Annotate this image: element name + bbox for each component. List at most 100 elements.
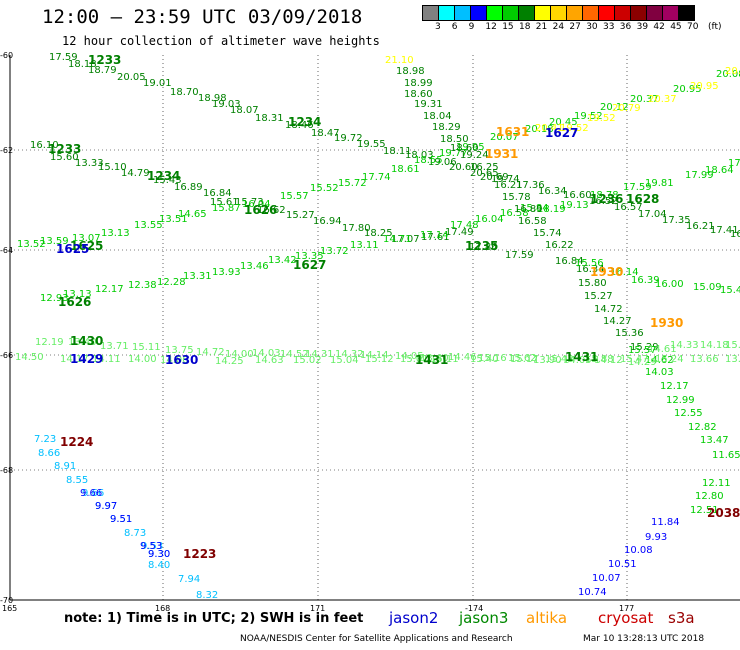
legend-swatch (678, 5, 695, 21)
swh-value: 15.57 (280, 191, 309, 202)
swh-value: 16.21 (686, 221, 715, 232)
swh-value: 16.58 (518, 216, 547, 227)
swh-value: 19.77 (439, 148, 468, 159)
swh-value: 13.66 (690, 354, 719, 365)
legend-swatch (662, 5, 679, 21)
swh-value: 17.59 (49, 52, 78, 63)
legend-unit: (ft) (708, 22, 722, 32)
swh-value: 13.51 (159, 214, 188, 225)
swh-value: 16.94 (313, 216, 342, 227)
swh-value: 13.71 (100, 341, 129, 352)
swh-value: 12.99 (666, 395, 695, 406)
legend-swatch (646, 5, 663, 21)
swh-value: 13.35 (295, 251, 324, 262)
legend-label: 33 (603, 22, 615, 32)
swh-value: 15.52 (310, 183, 339, 194)
swh-value: 15.84 (520, 203, 549, 214)
pass-time-label: 1233 (48, 142, 81, 156)
swh-value: 14.18 (700, 340, 729, 351)
swh-value: 17.59 (623, 182, 652, 193)
swh-value: 15.27 (286, 210, 315, 221)
swh-value: 18.46 (285, 120, 314, 131)
legend-label: 30 (586, 22, 598, 32)
swh-value: 15.56 (575, 258, 604, 269)
lat-label: -68 (0, 466, 13, 475)
swh-value: 14.62 (645, 355, 674, 366)
swh-value: 9.66 (82, 488, 104, 499)
pass-time-label: 1223 (183, 547, 216, 561)
swh-value: 14.61 (648, 344, 677, 355)
swh-value: 20.08 (716, 69, 740, 80)
legend-label: 42 (653, 22, 665, 32)
swh-value: 13.13 (63, 289, 92, 300)
swh-value: 9.30 (148, 549, 170, 560)
swh-value: 12.19 (35, 337, 64, 348)
swh-value: 15.04 (330, 355, 359, 366)
swh-value: 14.72 (594, 304, 623, 315)
legend-swatch (502, 5, 519, 21)
swh-value: 11.84 (651, 517, 680, 528)
pass-time-label: 1429 (70, 352, 103, 366)
swh-value: 14.14 (360, 350, 389, 361)
swh-value: 16.1 (730, 229, 740, 240)
swh-value: 10.74 (578, 587, 607, 598)
pass-time-label: 1234 (147, 169, 180, 183)
legend-swatch (598, 5, 615, 21)
swh-value: 16.22 (545, 240, 574, 251)
swh-value: 15.80 (578, 278, 607, 289)
swh-value: 13.52 (17, 239, 46, 250)
legend-label: 70 (687, 22, 699, 32)
legend-swatch (438, 5, 455, 21)
swh-value: 15.48 (720, 285, 740, 296)
swh-value: 18.31 (255, 113, 284, 124)
swh-value: 14.63 (255, 355, 284, 366)
swh-value: 15.11 (430, 354, 459, 365)
legend-label: 27 (569, 22, 581, 32)
swh-value: 13.93 (212, 267, 241, 278)
color-legend (422, 5, 695, 21)
swh-value: 17.14 (420, 230, 449, 241)
pass-time-label: 1431 (415, 353, 448, 367)
swh-value: 19.03 (212, 99, 241, 110)
legend-label: 6 (451, 22, 458, 32)
swh-value: 18.55 (414, 155, 443, 166)
mission-jason3: jason3 (459, 609, 509, 627)
swh-value: 14.05 (563, 355, 592, 366)
swh-value: 18.79 (88, 65, 117, 76)
swh-value: 20.60 (449, 162, 478, 173)
pass-time-label: 1430 (70, 334, 103, 348)
swh-value: 12.17 (660, 381, 689, 392)
legend-label: 21 (535, 22, 548, 32)
swh-value: 16.04 (475, 214, 504, 225)
pass-time-label: 1627 (545, 126, 578, 140)
swh-value: 14.71 (383, 234, 412, 245)
swh-value: 9.97 (95, 501, 117, 512)
swh-value: 20.45 (549, 117, 578, 128)
legend-label: 24 (552, 22, 565, 32)
swh-value: 16.62 (257, 205, 286, 216)
swh-value: 13.72 (320, 246, 349, 257)
swh-value: 15.27 (584, 291, 613, 302)
swh-value: 13.42 (268, 255, 297, 266)
swh-value: 9.51 (110, 514, 132, 525)
swh-value: 16.04 (242, 199, 271, 210)
lat-label: -60 (0, 51, 13, 60)
lon-label: 168 (155, 604, 170, 613)
swh-value: 15.61 (210, 197, 239, 208)
legend-swatch (630, 5, 647, 21)
lon-label: -174 (465, 604, 483, 613)
swh-value: 9.53 (140, 541, 162, 552)
swh-value: 14.00 (225, 349, 254, 360)
swh-value: 13.47 (700, 435, 729, 446)
swh-value: 20.12 (600, 102, 629, 113)
swh-value: 17.04 (638, 209, 667, 220)
swh-value: 9.97 (95, 501, 117, 512)
swh-value: 17.99 (685, 170, 714, 181)
timestamp-footer: Mar 10 13:28:13 UTC 2018 (583, 634, 705, 644)
pass-time-label: 1234 (288, 115, 321, 129)
swh-value: 17.59 (505, 250, 534, 261)
swh-value: 17.07 (391, 234, 420, 245)
legend-label: 9 (468, 22, 475, 32)
swh-value: 13.40 (420, 353, 449, 364)
swh-value: 18.99 (404, 78, 433, 89)
